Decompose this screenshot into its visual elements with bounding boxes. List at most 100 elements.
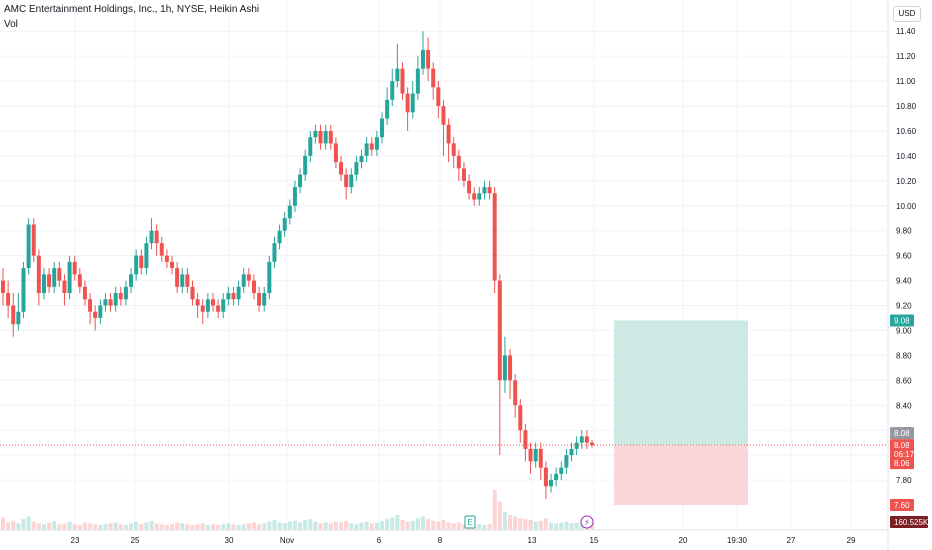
volume-bar xyxy=(190,525,195,530)
volume-bar xyxy=(82,522,87,530)
volume-bar xyxy=(528,520,533,530)
volume-bar xyxy=(492,490,497,530)
volume-bar xyxy=(344,520,349,530)
candle-body xyxy=(6,293,11,306)
candle-body xyxy=(195,299,200,306)
time-axis[interactable]: 23 25 30 Nov 6 8 13 15 20 19:30 27 29 xyxy=(0,529,888,545)
time-tick-label: Nov xyxy=(280,536,294,545)
candle-body xyxy=(123,286,128,300)
candle-body xyxy=(251,280,256,294)
volume-bar xyxy=(62,523,67,530)
volume-bar xyxy=(390,517,395,530)
candle-body xyxy=(154,230,159,244)
volume-bar xyxy=(436,521,441,530)
candle-body xyxy=(308,137,313,156)
candle-body xyxy=(103,299,108,306)
candle-body xyxy=(52,268,57,287)
volume-bar xyxy=(298,522,303,530)
candle-body xyxy=(528,448,533,462)
price-tick-label: 11.00 xyxy=(896,77,916,86)
candle-body xyxy=(400,68,405,94)
time-tick-label: 13 xyxy=(528,536,537,545)
candle-body xyxy=(210,299,215,306)
volume-bar xyxy=(175,522,180,530)
candle-body xyxy=(354,162,359,175)
volume-bar xyxy=(339,522,344,530)
candle-body xyxy=(339,162,344,175)
current-price-badge-bg xyxy=(890,439,914,470)
volume-bar xyxy=(77,525,82,530)
candle-body xyxy=(420,49,425,69)
volume-bar xyxy=(195,524,200,530)
volume-bar xyxy=(93,524,98,530)
candle-body xyxy=(313,130,318,138)
candle-body xyxy=(164,255,169,262)
candle-body xyxy=(451,143,456,156)
volume-bar xyxy=(569,523,574,530)
stop-zone[interactable] xyxy=(614,445,748,505)
candle-body xyxy=(282,218,287,231)
candle-body xyxy=(170,261,175,269)
candle-body xyxy=(579,436,584,443)
candle-body xyxy=(262,293,267,306)
candle-body xyxy=(482,187,487,194)
volume-bar xyxy=(461,524,466,530)
volume-bar xyxy=(210,524,215,530)
volume-bar xyxy=(88,523,93,530)
volume-bar xyxy=(574,522,579,530)
candle-body xyxy=(323,130,328,144)
price-tick-label: 7.80 xyxy=(896,476,912,485)
candle-body xyxy=(62,280,67,294)
candle-body xyxy=(405,93,410,113)
time-tick-label: 6 xyxy=(377,536,382,545)
candle-body xyxy=(129,274,134,287)
candle-body xyxy=(559,467,564,474)
volume-bar xyxy=(287,521,292,530)
price-tick-label: 8.40 xyxy=(896,401,912,410)
volume-value-badge: 160.525K xyxy=(894,518,929,527)
candle-body xyxy=(467,180,472,194)
volume-bar xyxy=(502,511,507,530)
volume-bar xyxy=(523,519,528,530)
volume-bar xyxy=(11,520,16,530)
previous-close-badge: 8.06 xyxy=(894,459,910,468)
time-tick-label: 8 xyxy=(438,536,443,545)
candle-body xyxy=(77,274,82,287)
target-zone[interactable] xyxy=(614,320,748,446)
volume-bar xyxy=(410,520,415,530)
currency-button[interactable]: USD xyxy=(893,6,921,22)
candle-body xyxy=(502,355,507,381)
volume-bar xyxy=(52,520,57,530)
volume-bar xyxy=(226,523,231,530)
volume-bar xyxy=(200,523,205,530)
volume-value-badge-bg xyxy=(890,516,928,528)
volume-bar xyxy=(579,523,584,530)
candle-body xyxy=(477,193,482,200)
volume-bar xyxy=(262,523,267,530)
volume-bar xyxy=(31,521,36,530)
volume-bar xyxy=(16,523,21,530)
candle-body xyxy=(385,99,390,119)
volume-bar xyxy=(149,520,154,530)
candle-body xyxy=(267,261,272,294)
candle-body xyxy=(108,299,113,306)
volume-bar xyxy=(518,518,523,530)
volume-bar xyxy=(267,521,272,530)
entry-price-badge-bg xyxy=(890,427,914,440)
candle-body xyxy=(492,193,497,281)
volume-bar xyxy=(103,524,108,530)
event-markers[interactable]: E ⚡ xyxy=(464,515,594,529)
volume-bar xyxy=(251,522,256,530)
volume-bar xyxy=(482,525,487,530)
candle-body xyxy=(472,193,477,200)
volume-bar xyxy=(185,524,190,530)
candle-body xyxy=(11,305,16,325)
price-tick-label: 9.60 xyxy=(896,252,912,261)
volume-bar xyxy=(405,521,410,530)
candle-body xyxy=(364,143,369,156)
volume-bar xyxy=(513,516,518,530)
countdown-badge: 06:17 xyxy=(894,450,915,459)
price-axis[interactable]: 11.40 11.20 11.00 10.80 10.60 10.40 10.20 10.00… xyxy=(887,0,917,550)
candle-body xyxy=(16,311,21,325)
